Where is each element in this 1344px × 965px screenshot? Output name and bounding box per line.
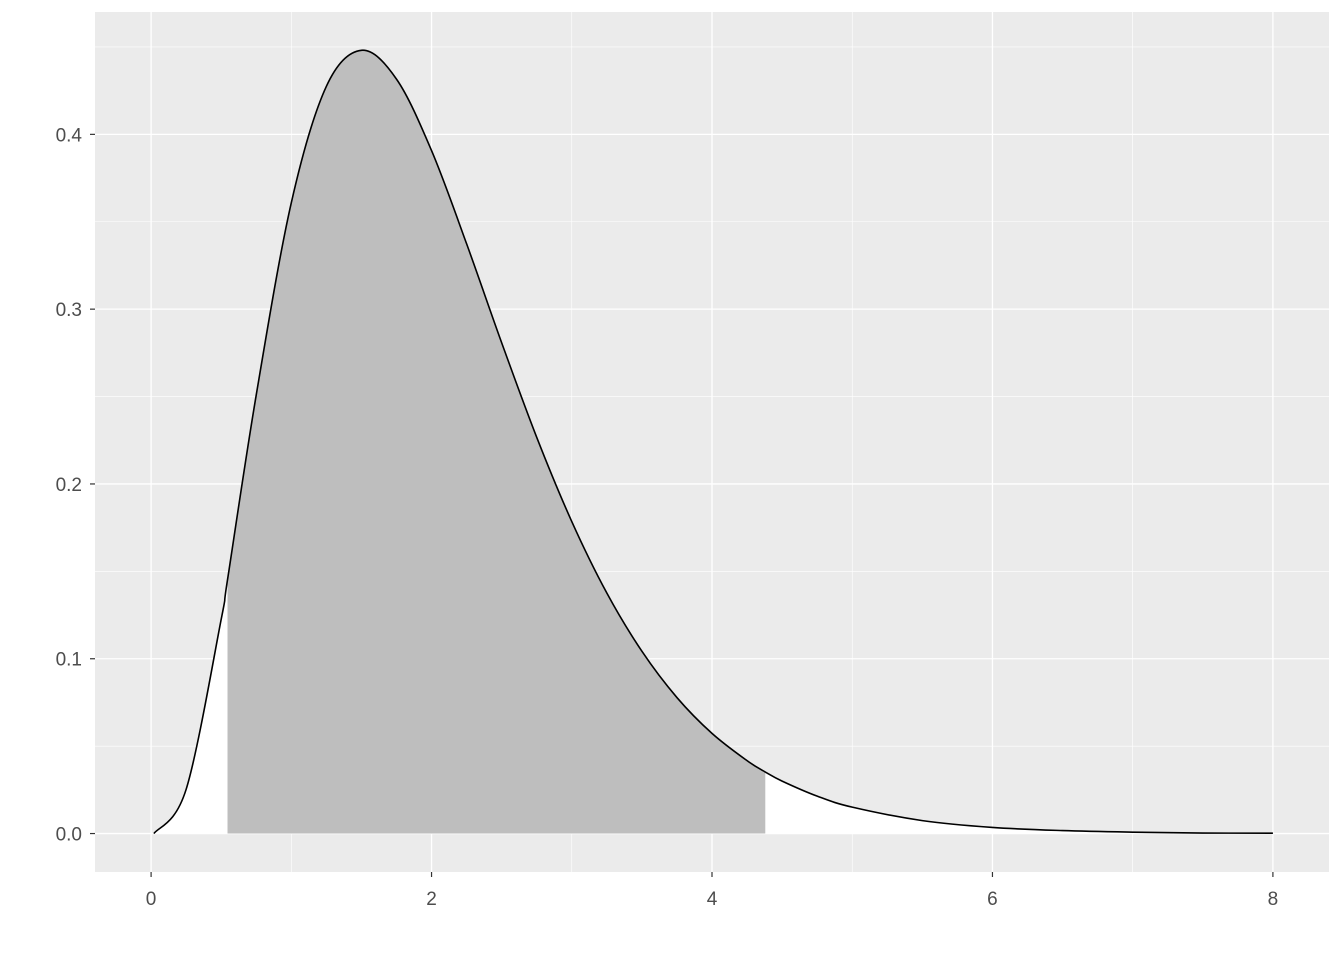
x-tick-label: 6 [987,889,998,910]
x-tick-label: 2 [426,889,437,910]
shaded-region [227,50,766,834]
x-tick-label: 8 [1268,889,1279,910]
y-tick-label: 0.1 [56,650,82,671]
axes: 0 2 4 6 8 0.0 0.1 0.2 0.3 0.4 [56,125,1279,910]
y-tick-label: 0.2 [56,475,82,496]
y-tick-label: 0.3 [56,300,82,321]
x-tick-label: 0 [146,889,157,910]
y-tick-label: 0.0 [56,825,82,846]
density-curve [153,49,1273,835]
x-tick-label: 4 [707,889,718,910]
y-tick-label: 0.4 [56,125,83,146]
